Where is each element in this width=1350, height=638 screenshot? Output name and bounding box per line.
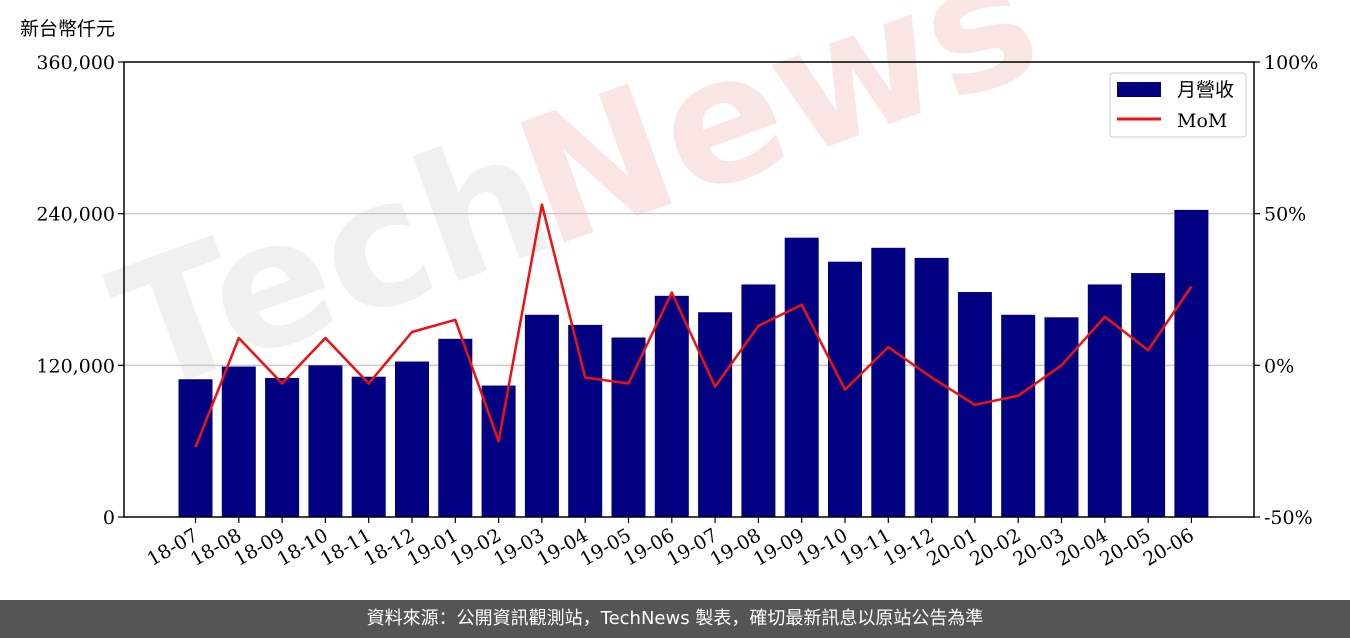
bar-20-03 — [1044, 317, 1079, 517]
bar-18-09 — [265, 377, 300, 517]
left-tick-label: 360,000 — [36, 52, 115, 74]
left-tick-label: 120,000 — [36, 355, 115, 377]
legend-bar-swatch — [1117, 82, 1161, 97]
right-tick-label: 0% — [1264, 355, 1294, 377]
bar-19-12 — [914, 257, 949, 517]
watermark-text-news: News — [494, 0, 1062, 287]
bar-19-09 — [784, 237, 819, 518]
bar-20-04 — [1087, 284, 1122, 517]
right-tick-label: 100% — [1264, 52, 1318, 74]
y-axis-unit-label: 新台幣仟元 — [20, 18, 116, 40]
bar-20-02 — [1001, 314, 1036, 517]
chart-area: Tech News 0 120,000 240,000 360,000 -50% 0% 50… — [36, 0, 1318, 571]
bar-19-05 — [611, 337, 646, 517]
plot-frame — [123, 61, 1255, 518]
bar-19-07 — [698, 312, 733, 517]
bar-19-11 — [871, 247, 906, 517]
legend-label-revenue: 月營收 — [1177, 79, 1234, 101]
bar-19-01 — [438, 338, 473, 517]
bar-19-03 — [524, 314, 559, 517]
bar-20-05 — [1131, 273, 1166, 517]
bar-18-11 — [351, 376, 386, 517]
line-series — [194, 203, 1193, 448]
mom-line — [194, 203, 1193, 448]
bar-18-07 — [178, 379, 213, 517]
legend-label-mom: MoM — [1177, 110, 1227, 132]
left-tick-label: 240,000 — [36, 204, 115, 226]
bar-18-12 — [395, 361, 429, 517]
x-tick-label-20-06: 20-06 — [1139, 524, 1197, 570]
bar-19-04 — [568, 324, 603, 517]
right-tick-label: 50% — [1264, 204, 1306, 226]
bar-19-08 — [741, 284, 776, 517]
source-footer: 資料來源：公開資訊觀測站，TechNews 製表，確切最新訊息以原站公告為準 — [0, 600, 1350, 638]
revenue-chart: Tech News 0120,000240,000360,000-50%0%50… — [36, 0, 1318, 571]
right-tick-label: -50% — [1264, 507, 1313, 529]
bar-20-06 — [1174, 209, 1209, 517]
bar-18-10 — [308, 365, 343, 517]
axes: 0 120,000 240,000 360,000 -50% 0% 50% 100% — [36, 52, 1318, 529]
footer-text: 資料來源：公開資訊觀測站，TechNews 製表，確切最新訊息以原站公告為準 — [366, 608, 984, 629]
x-axis-ticks: 18-0718-0818-0918-1018-1118-1219-0119-02… — [144, 517, 1198, 571]
legend: 月營收 MoM — [1109, 72, 1247, 138]
left-tick-label: 0 — [103, 507, 115, 529]
bar-18-08 — [221, 366, 256, 517]
bar-series — [178, 209, 1209, 518]
bar-19-06 — [654, 295, 689, 517]
